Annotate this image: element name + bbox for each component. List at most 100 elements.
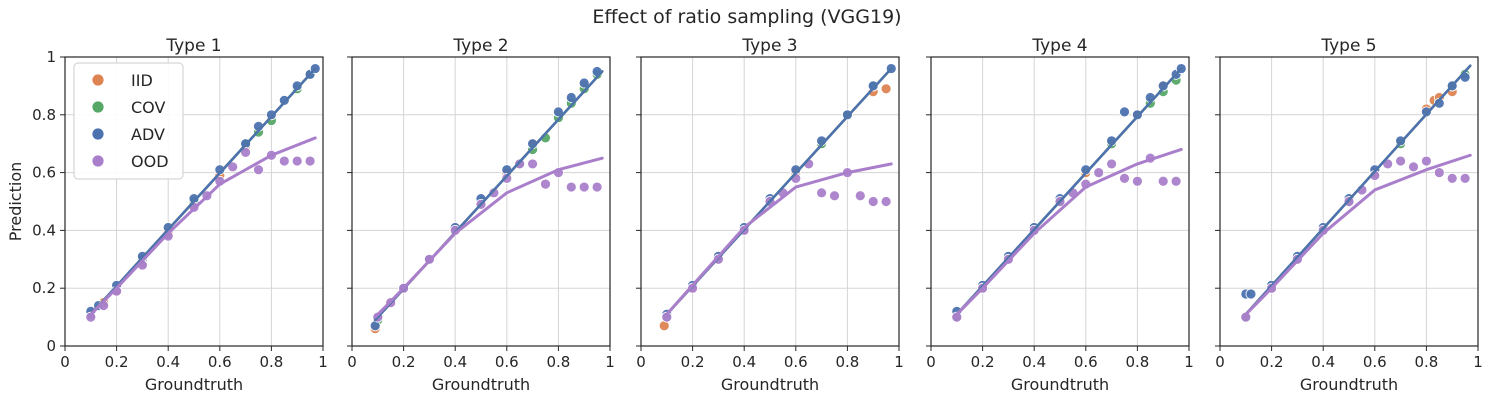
panel-1: 0 0.2 0.4 0.6 0.8 1 0 0.2 0.4 0.6 0.8 1 Type 1 Ground… xyxy=(6,36,328,394)
x-axis-label: Groundtruth xyxy=(1011,375,1109,394)
fit-line-ood xyxy=(952,147,1183,319)
panel-title: Type 4 xyxy=(1031,36,1087,56)
data-point-adv xyxy=(1421,106,1432,118)
x-tick-label: 0.8 xyxy=(1414,353,1438,371)
data-point-ood xyxy=(951,311,963,323)
legend-label-adv: ADV xyxy=(131,125,165,144)
panel-title: Type 2 xyxy=(452,36,508,56)
legend-marker-cov xyxy=(91,100,105,114)
x-tick-label: 0.6 xyxy=(784,353,808,371)
x-tick-label: 1 xyxy=(1473,353,1483,371)
data-point-ood xyxy=(1240,311,1252,323)
data-point-ood xyxy=(540,178,551,190)
x-tick-label: 0.6 xyxy=(495,353,519,371)
data-point-ood xyxy=(829,190,840,202)
panel-4: 0 0.2 0.4 0.6 0.8 1 Type 4 Groundtruth xyxy=(926,36,1194,394)
x-tick-label: 0.2 xyxy=(105,353,129,371)
legend-label-iid: IID xyxy=(131,71,153,90)
series-ood xyxy=(951,152,1182,323)
y-tick-label: 0.2 xyxy=(32,279,56,297)
data-point-adv xyxy=(1245,288,1257,300)
data-point-ood xyxy=(1446,172,1458,184)
data-point-ood xyxy=(1395,155,1406,167)
figure-title: Effect of ratio sampling (VGG19) xyxy=(592,6,901,28)
fit-line-ood xyxy=(1241,153,1472,319)
fit-line-adv xyxy=(1241,64,1472,319)
data-point-adv xyxy=(553,106,564,118)
x-axis-label: Groundtruth xyxy=(1300,375,1398,394)
legend-marker-adv xyxy=(91,127,105,141)
axes-frame xyxy=(1219,56,1479,347)
x-tick-label: 0.2 xyxy=(681,353,705,371)
data-point-ood xyxy=(488,187,500,199)
y-axis-label: Prediction xyxy=(6,162,25,241)
data-point-adv xyxy=(565,92,577,103)
fit-line-ood xyxy=(662,162,893,319)
x-tick-label: 0 xyxy=(347,353,357,371)
x-tick-label: 0.8 xyxy=(1125,353,1149,371)
legend-label-cov: COV xyxy=(131,98,165,117)
axes-frame xyxy=(64,56,324,347)
data-point-ood xyxy=(1157,175,1169,187)
data-point-adv xyxy=(1157,80,1169,92)
data-point-ood xyxy=(1170,175,1182,187)
series-adv xyxy=(1240,71,1471,300)
data-point-ood xyxy=(1106,158,1117,170)
data-point-adv xyxy=(867,80,879,92)
x-tick-label: 0 xyxy=(60,353,70,371)
series-ood xyxy=(372,158,603,323)
x-tick-label: 0 xyxy=(636,353,646,371)
x-axis-label: Groundtruth xyxy=(432,375,530,394)
axes-frame xyxy=(640,56,900,347)
data-point-ood xyxy=(867,196,879,207)
x-axis-label: Groundtruth xyxy=(145,375,243,394)
data-point-adv xyxy=(278,94,290,106)
fit-line-ood xyxy=(86,136,317,319)
fit-line-adv xyxy=(952,67,1183,319)
data-point-ood xyxy=(304,155,316,167)
data-point-ood xyxy=(1132,175,1143,187)
x-tick-label: 0 xyxy=(1215,353,1225,371)
x-axis-label: Groundtruth xyxy=(721,375,819,394)
data-point-ood xyxy=(527,158,538,170)
panels: 0 0.2 0.4 0.6 0.8 1 0 0.2 0.4 0.6 0.8 1 Type 1 Ground… xyxy=(6,36,1483,394)
y-tick-label: 0 xyxy=(46,337,56,355)
y-tick-label: 0.8 xyxy=(32,106,56,124)
data-point-ood xyxy=(565,181,577,193)
panel-5: 0 0.2 0.4 0.6 0.8 1 Type 5 Groundtruth xyxy=(1215,36,1483,394)
data-point-ood xyxy=(227,161,239,173)
panel-title: Type 1 xyxy=(165,36,221,56)
data-point-ood xyxy=(253,164,264,176)
x-tick-label: 1 xyxy=(318,353,328,371)
series-ood xyxy=(661,158,892,323)
x-tick-label: 0.4 xyxy=(156,353,180,371)
data-point-ood xyxy=(85,311,97,323)
axes-frame xyxy=(930,56,1190,347)
legend-marker-ood xyxy=(91,154,105,168)
series-iid xyxy=(658,83,892,332)
x-tick-label: 0.4 xyxy=(732,353,756,371)
x-tick-label: 0.8 xyxy=(259,353,283,371)
data-point-ood xyxy=(1408,161,1419,173)
data-point-adv xyxy=(1119,106,1130,118)
data-point-ood xyxy=(591,181,603,193)
legend-label-ood: OOD xyxy=(131,152,169,171)
data-point-ood xyxy=(816,187,827,199)
data-point-ood xyxy=(1119,172,1130,184)
x-tick-label: 0.2 xyxy=(971,353,995,371)
legend-box xyxy=(73,62,184,180)
x-tick-label: 0.6 xyxy=(208,353,232,371)
x-tick-label: 1 xyxy=(605,353,615,371)
x-tick-label: 0.2 xyxy=(1260,353,1284,371)
y-tick-label: 1 xyxy=(46,48,56,66)
data-point-ood xyxy=(1093,167,1105,179)
data-point-ood xyxy=(854,190,866,202)
x-tick-label: 0 xyxy=(926,353,936,371)
x-tick-label: 1 xyxy=(894,353,904,371)
legend: IID COV ADV OOD xyxy=(73,62,184,180)
data-point-ood xyxy=(278,155,290,167)
panel-2: 0 0.2 0.4 0.6 0.8 1 Type 2 Groundtruth xyxy=(347,36,615,394)
fit-line-ood xyxy=(373,156,604,319)
